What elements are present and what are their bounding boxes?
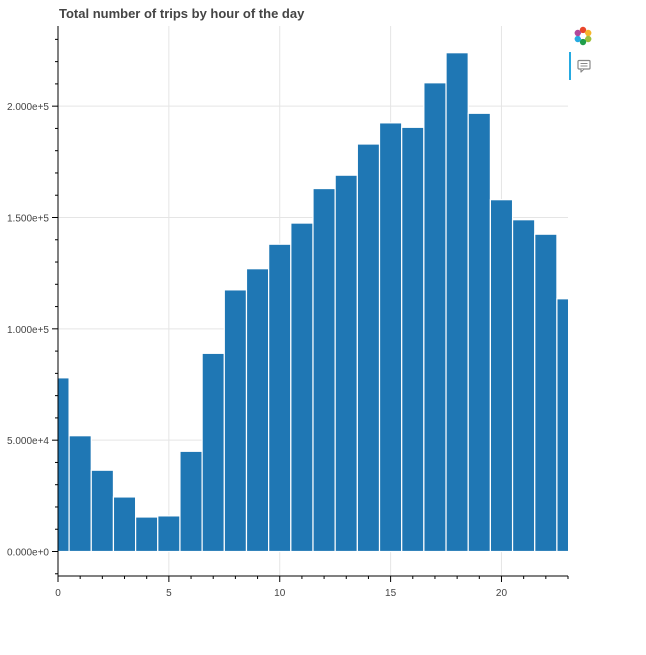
bar [223, 289, 248, 553]
bar [334, 174, 358, 553]
bokeh-logo-icon[interactable] [573, 26, 593, 46]
bar [201, 352, 225, 553]
bar [467, 112, 491, 553]
bar [268, 243, 292, 553]
bar [179, 450, 203, 553]
bar [112, 496, 137, 553]
bar [489, 199, 514, 553]
y-tick-label: 1.500e+5 [7, 213, 49, 224]
y-tick-label: 5.000e+4 [7, 436, 49, 447]
bar [534, 233, 558, 553]
bar [556, 298, 568, 553]
bar [511, 219, 536, 553]
hover-tool-icon[interactable] [577, 59, 591, 73]
x-tick-label: 10 [274, 588, 286, 599]
x-tick-label: 20 [496, 588, 508, 599]
bar [401, 126, 425, 553]
bar [90, 469, 115, 553]
bars [58, 52, 568, 553]
bar [445, 52, 469, 553]
y-tick-label: 0.000e+0 [7, 548, 49, 559]
bar [290, 222, 314, 553]
bar [378, 122, 403, 553]
chart-title: Total number of trips by hour of the day [59, 6, 305, 21]
x-tick-label: 5 [166, 588, 172, 599]
y-tick-label: 1.000e+5 [7, 325, 49, 336]
x-tick-label: 0 [55, 588, 61, 599]
y-tick-label: 2.000e+5 [7, 102, 49, 113]
bar [312, 187, 336, 553]
bar [245, 268, 270, 553]
toolbar [569, 24, 599, 84]
bar [135, 516, 159, 553]
active-tool-indicator [569, 52, 571, 80]
axes: 0.000e+0 5.000e+4 1.000e+5 1.500e+5 2.000e+5… [7, 26, 569, 599]
bar [423, 82, 447, 553]
x-tick-label: 15 [385, 588, 397, 599]
bar [157, 515, 181, 553]
bar [356, 143, 381, 553]
bar [68, 435, 92, 553]
